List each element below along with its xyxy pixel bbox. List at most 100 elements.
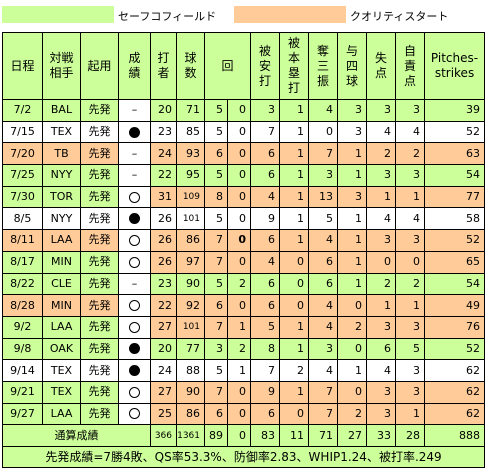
- cell-home-runs: 1: [279, 229, 310, 252]
- cell-earned-runs: 3: [395, 315, 426, 339]
- cell-date: 8/22: [2, 272, 43, 296]
- cell-hits: 7: [250, 120, 281, 144]
- total-hits: 83: [250, 424, 281, 447]
- cell-earned-runs: 4: [395, 120, 426, 144]
- cell-pitches-strikes: 54: [424, 272, 486, 296]
- cell-innings: 6: [204, 294, 228, 317]
- cell-opponent: TEX: [42, 120, 81, 144]
- cell-home-runs: 1: [279, 120, 310, 144]
- header-opponent: 対戦相手: [42, 32, 81, 100]
- total-batters: 366: [150, 424, 177, 447]
- total-home-runs: 11: [279, 424, 310, 447]
- cell-pitches-strikes: 62: [424, 359, 486, 382]
- cell-runs: 1: [366, 294, 397, 317]
- legend: セーフコフィールド クオリティスタート: [0, 4, 487, 24]
- cell-walks: 0: [337, 380, 368, 404]
- cell-runs: 4: [366, 359, 397, 382]
- cell-role: 先発: [80, 164, 119, 187]
- loss-mark-icon: [129, 343, 140, 355]
- cell-pitches: 85: [176, 120, 205, 144]
- cell-innings: 8: [204, 185, 228, 209]
- cell-opponent: CLE: [42, 272, 81, 296]
- cell-role: 先発: [80, 185, 119, 209]
- cell-pitches-strikes: 52: [424, 120, 486, 144]
- cell-batters: 20: [150, 337, 177, 361]
- cell-innings: 7: [204, 380, 228, 404]
- cell-home-runs: 1: [279, 99, 310, 122]
- cell-innings-fraction: 2: [226, 337, 252, 361]
- total-earned-runs: 28: [395, 424, 426, 447]
- header-runs: 失点: [366, 32, 397, 100]
- cell-result: [118, 207, 151, 231]
- cell-pitches-strikes: 65: [424, 250, 486, 274]
- cell-date: 8/17: [2, 250, 43, 274]
- cell-hits: 6: [250, 229, 281, 252]
- cell-runs: 3: [366, 315, 397, 339]
- header-date: 日程: [2, 32, 43, 100]
- cell-runs: 0: [366, 250, 397, 274]
- cell-batters: 24: [150, 359, 177, 382]
- cell-home-runs: 0: [279, 294, 310, 317]
- cell-innings: 5: [204, 272, 228, 296]
- game-row: 7/2 BAL 先発 –20 71 5 0 3 1 4 3 3 3 39: [2, 99, 486, 122]
- cell-date: 9/8: [2, 337, 43, 361]
- cell-date: 7/2: [2, 99, 43, 122]
- total-pitches-strikes: 888: [424, 424, 486, 447]
- cell-hits: 4: [250, 250, 281, 274]
- cell-strikeouts: 7: [308, 380, 339, 404]
- cell-pitches-strikes: 77: [424, 185, 486, 209]
- cell-pitches: 109: [176, 185, 205, 209]
- legend-swatch-quality-start: [234, 6, 346, 23]
- cell-home-runs: 1: [279, 380, 310, 404]
- legend-label-safeco: セーフコフィールド: [118, 10, 217, 23]
- game-row: 9/27 LAA 先発 25 86 6 0 6 0 7 2 3 1 62: [2, 402, 486, 426]
- cell-home-runs: 0: [279, 250, 310, 274]
- cell-pitches: 86: [176, 402, 205, 426]
- header-innings: 回: [203, 32, 252, 100]
- cell-walks: 1: [337, 229, 368, 252]
- total-innings: 89: [204, 424, 228, 447]
- game-row: 8/11 LAA 先発 26 86 7 0 6 1 4 1 3 3 52: [2, 229, 486, 252]
- win-mark-icon: [129, 321, 140, 333]
- header-pitches-strikes: Pitches-strikes: [424, 32, 486, 100]
- cell-batters: 24: [150, 142, 177, 166]
- cell-opponent: OAK: [42, 337, 81, 361]
- game-rows: 7/2 BAL 先発 –20 71 5 0 3 1 4 3 3 3 39 7/15 TEX 先発 23 85 5 0 7 1…: [2, 99, 486, 426]
- loss-mark-icon: [129, 213, 140, 225]
- cell-innings: 3: [204, 337, 228, 361]
- cell-strikeouts: 13: [308, 185, 339, 209]
- cell-runs: 2: [366, 272, 397, 296]
- cell-strikeouts: 5: [308, 207, 339, 231]
- cell-home-runs: 1: [279, 185, 310, 209]
- total-strikeouts: 71: [308, 424, 339, 447]
- cell-hits: 7: [250, 359, 281, 382]
- cell-role: 先発: [80, 229, 119, 252]
- game-row: 7/20 TB 先発 –24 93 6 0 6 1 7 1 2 2 63: [2, 142, 486, 166]
- cell-innings-fraction: 0: [226, 380, 252, 404]
- cell-hits: 9: [250, 380, 281, 404]
- cell-innings-fraction: 2: [226, 272, 252, 296]
- cell-earned-runs: 2: [395, 142, 426, 166]
- cell-batters: 23: [150, 272, 177, 296]
- summary-row: 先発成績=7勝4敗、QS率53.3%、防御率2.83、WHIP1.24、被打率.…: [1, 446, 486, 468]
- cell-walks: 1: [337, 250, 368, 274]
- cell-date: 9/27: [2, 402, 43, 426]
- cell-pitches-strikes: 76: [424, 315, 486, 339]
- cell-walks: 3: [337, 99, 368, 122]
- cell-batters: 27: [150, 380, 177, 404]
- win-mark-icon: [129, 408, 140, 420]
- cell-runs: 6: [366, 337, 397, 361]
- cell-earned-runs: 2: [395, 272, 426, 296]
- header-home-runs: 被本塁打: [279, 32, 310, 100]
- game-row: 8/22 CLE 先発 –23 90 5 2 6 0 6 1 2 2 54: [2, 272, 486, 296]
- win-mark-icon: [129, 300, 140, 312]
- loss-mark-icon: [129, 126, 140, 138]
- cell-pitches-strikes: 62: [424, 402, 486, 426]
- game-row: 8/17 MIN 先発 26 97 7 0 4 0 6 1 0 0 65: [2, 250, 486, 274]
- cell-batters: 26: [150, 207, 177, 231]
- cell-walks: 0: [337, 337, 368, 361]
- cell-date: 8/5: [2, 207, 43, 231]
- win-mark-icon: [129, 256, 140, 268]
- cell-walks: 2: [337, 402, 368, 426]
- cell-batters: 26: [150, 229, 177, 252]
